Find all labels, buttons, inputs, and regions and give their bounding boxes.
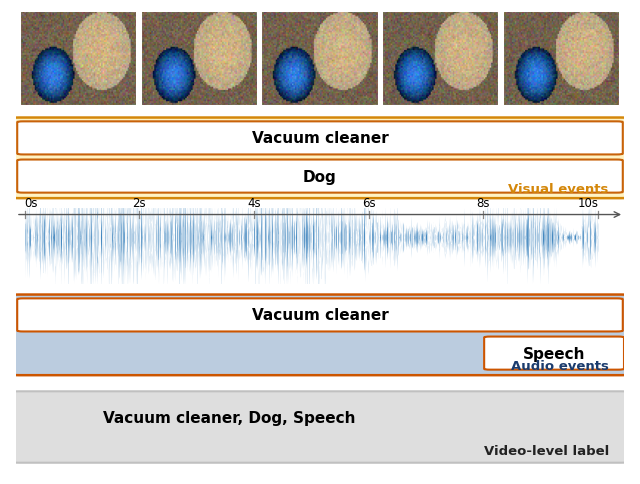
Text: Audio events: Audio events — [511, 360, 609, 373]
FancyBboxPatch shape — [10, 295, 630, 376]
Text: 4s: 4s — [247, 197, 261, 210]
FancyBboxPatch shape — [10, 392, 630, 463]
Text: 10s: 10s — [577, 197, 598, 210]
Text: Dog: Dog — [303, 169, 337, 184]
Text: 0s: 0s — [24, 197, 38, 210]
Text: Speech: Speech — [523, 346, 586, 361]
FancyBboxPatch shape — [17, 299, 623, 332]
FancyBboxPatch shape — [10, 118, 630, 199]
Text: Vacuum cleaner, Dog, Speech: Vacuum cleaner, Dog, Speech — [102, 410, 355, 425]
FancyBboxPatch shape — [484, 337, 624, 370]
Text: Visual events: Visual events — [508, 183, 609, 196]
Text: 2s: 2s — [132, 197, 146, 210]
Text: 8s: 8s — [477, 197, 490, 210]
FancyBboxPatch shape — [17, 122, 623, 155]
Text: 6s: 6s — [362, 197, 376, 210]
Text: Vacuum cleaner: Vacuum cleaner — [252, 131, 388, 146]
Text: Vacuum cleaner: Vacuum cleaner — [252, 308, 388, 323]
Text: Video-level label: Video-level label — [484, 444, 609, 457]
FancyBboxPatch shape — [17, 160, 623, 193]
